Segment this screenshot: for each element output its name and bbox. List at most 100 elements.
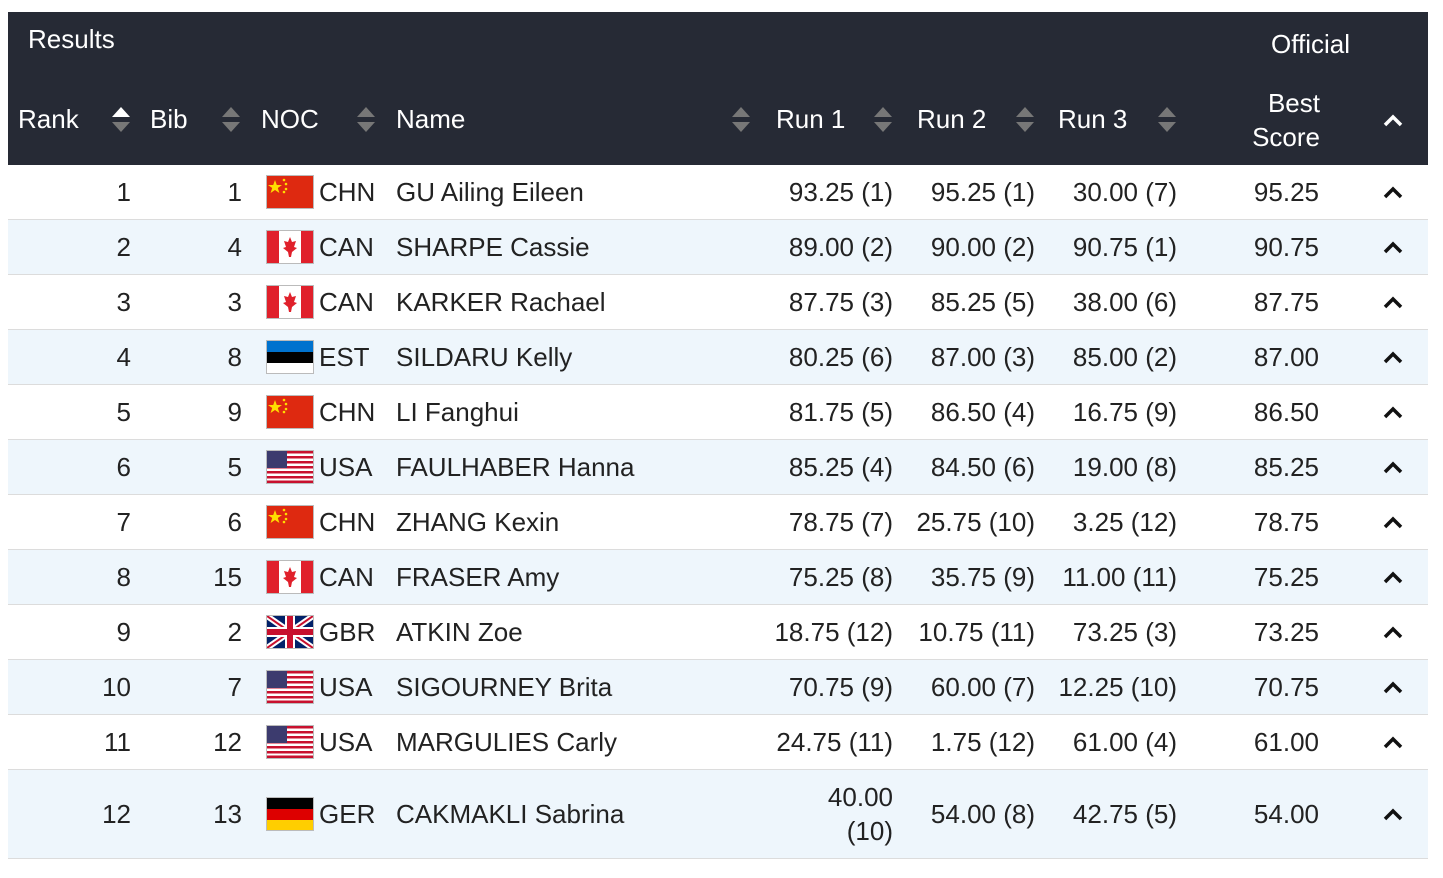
best-score-text: 87.00	[1253, 341, 1319, 372]
expand-toggle[interactable]	[1382, 404, 1404, 420]
best-score: 78.75	[1186, 495, 1319, 549]
expand-toggle[interactable]	[1382, 239, 1404, 255]
athlete-name-text: SIGOURNEY Brita	[396, 671, 613, 702]
flag	[266, 797, 314, 831]
sort-icon[interactable]	[220, 105, 242, 135]
table-row: 12 13 CAKMAKLI Sabrina 40.00 (10) 54.00 (8) 4…	[8, 770, 1428, 859]
athlete-name-text: SHARPE Cassie	[396, 231, 590, 262]
noc-text: GER	[319, 798, 376, 829]
best-score: 95.25	[1186, 165, 1319, 219]
noc: CHN	[266, 385, 386, 439]
noc: USA	[266, 440, 386, 494]
column-header[interactable]: Best Score	[1252, 88, 1320, 152]
table-row: 1 1 GU Ailing Eileen 93.25 (1) 95.25 (1) 30.0…	[8, 165, 1428, 220]
best-score: 61.00	[1186, 715, 1319, 769]
expand-toggle[interactable]	[1382, 569, 1404, 585]
expand-toggle[interactable]	[1382, 679, 1404, 695]
noc: CAN	[266, 550, 386, 604]
athlete-name: SILDARU Kelly	[396, 330, 736, 384]
athlete-name: FAULHABER Hanna	[396, 440, 736, 494]
expand-toggle[interactable]	[1382, 459, 1404, 475]
title: Results	[28, 24, 115, 54]
column-header[interactable]: Run 2	[917, 104, 987, 134]
run-2-text: 86.50 (4)	[930, 396, 1035, 427]
rank: 10	[8, 660, 131, 714]
bib: 4	[140, 220, 242, 274]
rank: 1	[8, 165, 131, 219]
expand-toggle[interactable]	[1382, 294, 1404, 310]
run-1: 80.25 (6)	[760, 330, 893, 384]
expand-toggle[interactable]	[1382, 514, 1404, 530]
table-row: 4 8 SILDARU Kelly 80.25 (6) 87.00 (3) 85.00 (…	[8, 330, 1428, 385]
best-score-text: 61.00	[1253, 726, 1319, 757]
rank-text: 4	[116, 341, 131, 372]
table-row: 3 3 KARKER Rachael 87.75 (3) 85.25 (5) 38.00 …	[8, 275, 1428, 330]
column-header[interactable]: Run 1	[776, 104, 846, 134]
sort-icon[interactable]	[1014, 105, 1036, 135]
sort-icon[interactable]	[355, 105, 377, 135]
sort-icon[interactable]	[730, 105, 752, 135]
run-2-text: 25.75 (10)	[916, 506, 1035, 537]
rank: 12	[8, 770, 131, 858]
expand-toggle[interactable]	[1382, 734, 1404, 750]
bib-text: 12	[213, 726, 242, 757]
athlete-name: CAKMAKLI Sabrina	[396, 770, 736, 858]
run-2-text: 95.25 (1)	[930, 176, 1035, 207]
run-2: 90.00 (2)	[902, 220, 1035, 274]
run-2: 85.25 (5)	[902, 275, 1035, 329]
run-3-text: 85.00 (2)	[1072, 341, 1177, 372]
run-1-text: 89.00 (2)	[788, 231, 893, 262]
expand-toggle[interactable]	[1382, 806, 1404, 822]
sort-icon[interactable]	[110, 105, 132, 135]
collapse-all[interactable]	[1382, 112, 1404, 128]
flag	[266, 395, 314, 429]
table-row: 5 9 LI Fanghui 81.75 (5) 86.50 (4) 16.75 (9) 8…	[8, 385, 1428, 440]
sort-icon[interactable]	[872, 105, 894, 135]
expand-toggle[interactable]	[1382, 184, 1404, 200]
bib-text: 7	[227, 671, 242, 702]
expand-toggle[interactable]	[1382, 349, 1404, 365]
expand-toggle[interactable]	[1382, 624, 1404, 640]
athlete-name: SHARPE Cassie	[396, 220, 736, 274]
run-2-text: 85.25 (5)	[930, 286, 1035, 317]
run-3: 30.00 (7)	[1044, 165, 1177, 219]
run-1-text: 78.75 (7)	[788, 506, 893, 537]
best-score-text: 90.75	[1253, 231, 1319, 262]
bib: 8	[140, 330, 242, 384]
column-header[interactable]: NOC	[261, 104, 319, 134]
run-3-text: 16.75 (9)	[1072, 396, 1177, 427]
bib: 13	[140, 770, 242, 858]
noc-text: CAN	[319, 231, 374, 262]
noc-text: CHN	[319, 506, 376, 537]
run-3-text: 3.25 (12)	[1072, 506, 1177, 537]
best-score-text: 87.75	[1253, 286, 1319, 317]
rank: 5	[8, 385, 131, 439]
athlete-name-text: ATKIN Zoe	[396, 616, 523, 647]
rank: 6	[8, 440, 131, 494]
flag	[266, 670, 314, 704]
bib: 3	[140, 275, 242, 329]
run-1: 93.25 (1)	[760, 165, 893, 219]
bib-text: 2	[227, 616, 242, 647]
rank-text: 11	[104, 726, 131, 757]
noc: CAN	[266, 220, 386, 274]
athlete-name: SIGOURNEY Brita	[396, 660, 736, 714]
rank: 7	[8, 495, 131, 549]
rank: 11	[8, 715, 131, 769]
athlete-name-text: MARGULIES Carly	[396, 726, 618, 757]
column-header[interactable]: Bib	[150, 104, 188, 134]
rank-text: 8	[116, 561, 131, 592]
sort-icon[interactable]	[1156, 105, 1178, 135]
best-score-text: 86.50	[1253, 396, 1319, 427]
column-header[interactable]: Rank	[18, 104, 79, 134]
table-row: 8 15 FRASER Amy 75.25 (8) 35.75 (9) 11.00 (11…	[8, 550, 1428, 605]
column-header[interactable]: Run 3	[1058, 104, 1128, 134]
run-3: 38.00 (6)	[1044, 275, 1177, 329]
run-1: 18.75 (12)	[760, 605, 893, 659]
run-1-text: 70.75 (9)	[788, 671, 893, 702]
column-header[interactable]: Name	[396, 104, 466, 134]
best-score-text: 78.75	[1253, 506, 1319, 537]
bib: 12	[140, 715, 242, 769]
bib: 9	[140, 385, 242, 439]
rank: 9	[8, 605, 131, 659]
